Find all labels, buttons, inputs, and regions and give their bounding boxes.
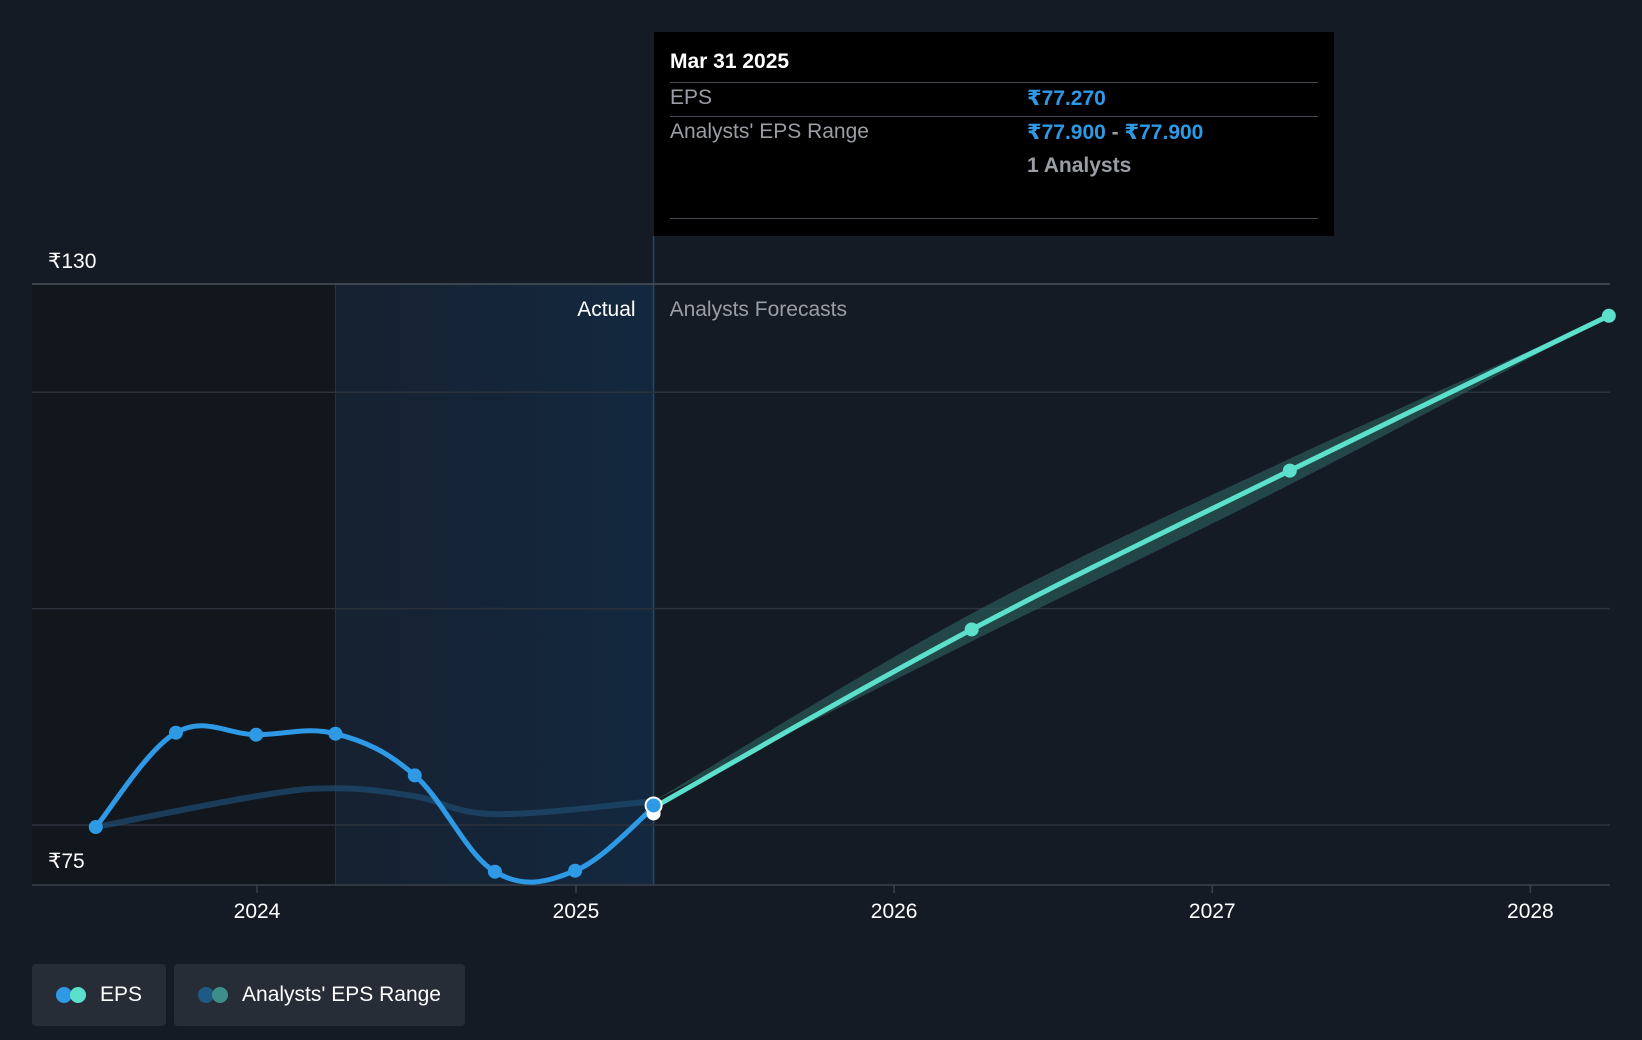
eps-data-point (644, 796, 663, 815)
past-region (32, 284, 336, 885)
eps-data-point (568, 863, 583, 878)
eps-forecast-line (651, 313, 1612, 810)
forecast-range-band (653, 315, 1609, 802)
legend-item-eps[interactable]: EPS (32, 964, 167, 1026)
tooltip-divider (670, 116, 1318, 117)
tooltip-range-high: ₹77.900 (1124, 121, 1204, 144)
eps-data-point (168, 725, 183, 740)
tooltip-range-value: ₹77.900 - ₹77.900 (1027, 120, 1203, 145)
tooltip-range-separator: - (1105, 121, 1125, 144)
tooltip-eps-label: EPS (670, 86, 713, 109)
legend: EPS Analysts' EPS Range (32, 964, 465, 1026)
actual-highlight-region (335, 284, 654, 885)
legend-eps-swatch-icon (56, 987, 86, 1003)
forecast-data-point (1282, 463, 1297, 478)
eps-data-point (328, 726, 343, 741)
forecast-label: Analysts Forecasts (670, 298, 847, 321)
actual-label: Actual (577, 298, 635, 321)
past-range-band (95, 785, 654, 830)
legend-range-swatch-icon (198, 987, 229, 1003)
tooltip-range-low: ₹77.900 (1027, 121, 1106, 144)
eps-data-point (249, 727, 264, 742)
eps-data-point (407, 768, 422, 783)
tooltip-eps-value: ₹77.270 (1027, 87, 1106, 110)
eps-data-point (487, 864, 502, 879)
legend-range-label: Analysts' EPS Range (242, 983, 441, 1006)
x-tick-label: 2027 (1189, 900, 1236, 923)
legend-item-analysts-range[interactable]: Analysts' EPS Range (174, 964, 465, 1026)
y-tick-label: ₹130 (48, 250, 96, 273)
tooltip-divider (670, 82, 1318, 83)
x-tick-label: 2028 (1507, 900, 1554, 923)
y-tick-label: ₹75 (48, 850, 85, 873)
tooltip-date: Mar 31 2025 (670, 50, 790, 73)
tooltip-divider (670, 218, 1318, 219)
x-tick-label: 2026 (871, 900, 918, 923)
legend-eps-label: EPS (100, 983, 143, 1006)
x-tick-label: 2024 (234, 900, 281, 923)
tooltip-analysts-count: 1 Analysts (1027, 154, 1132, 177)
eps-data-point (88, 820, 103, 835)
x-tick-label: 2025 (553, 900, 600, 923)
forecast-data-point (1601, 308, 1616, 323)
tooltip: Mar 31 2025 EPS ₹77.270 Analysts' EPS Ra… (654, 32, 1334, 236)
tooltip-range-label: Analysts' EPS Range (670, 120, 869, 143)
forecast-data-point (964, 622, 979, 637)
